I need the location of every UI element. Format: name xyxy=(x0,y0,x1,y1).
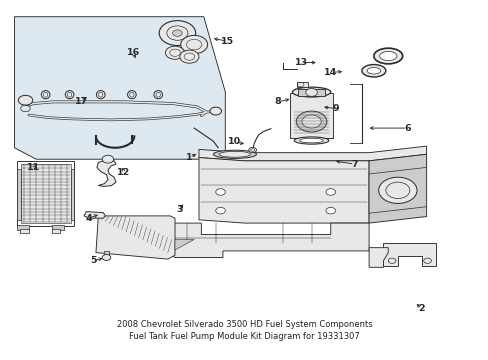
Ellipse shape xyxy=(373,48,402,64)
Circle shape xyxy=(209,107,221,115)
Circle shape xyxy=(302,115,321,128)
Circle shape xyxy=(248,147,256,153)
Circle shape xyxy=(378,177,416,203)
Bar xyxy=(52,225,64,230)
Ellipse shape xyxy=(219,151,250,157)
Text: 10: 10 xyxy=(228,138,241,147)
Bar xyxy=(20,164,70,223)
Polygon shape xyxy=(368,167,426,213)
Polygon shape xyxy=(84,212,105,218)
Text: 14: 14 xyxy=(324,68,337,77)
Circle shape xyxy=(159,21,195,45)
Ellipse shape xyxy=(41,91,50,99)
Text: 1: 1 xyxy=(186,153,192,162)
Circle shape xyxy=(102,255,111,260)
Ellipse shape xyxy=(292,87,330,97)
Bar xyxy=(297,82,307,87)
Bar xyxy=(17,161,74,226)
Polygon shape xyxy=(383,243,435,266)
Text: 17: 17 xyxy=(75,98,88,107)
Polygon shape xyxy=(368,154,426,223)
Circle shape xyxy=(180,50,199,63)
Ellipse shape xyxy=(366,67,380,74)
Circle shape xyxy=(181,35,207,54)
Circle shape xyxy=(215,189,225,195)
Circle shape xyxy=(18,95,33,105)
Bar xyxy=(52,229,61,233)
Ellipse shape xyxy=(299,138,323,143)
Ellipse shape xyxy=(213,150,256,158)
Text: 6: 6 xyxy=(403,123,410,132)
Circle shape xyxy=(102,155,113,163)
Circle shape xyxy=(172,30,182,36)
Ellipse shape xyxy=(127,91,136,99)
Polygon shape xyxy=(15,17,225,159)
Polygon shape xyxy=(96,216,175,259)
Circle shape xyxy=(305,89,317,96)
Bar xyxy=(104,251,109,257)
Polygon shape xyxy=(163,223,368,257)
Text: 16: 16 xyxy=(126,48,140,57)
Bar xyxy=(17,169,20,220)
Bar xyxy=(70,169,74,220)
Circle shape xyxy=(325,207,335,214)
Circle shape xyxy=(215,207,225,214)
Text: 4: 4 xyxy=(85,214,92,223)
Ellipse shape xyxy=(361,64,385,77)
Bar xyxy=(289,93,332,138)
Polygon shape xyxy=(368,248,387,267)
Text: 11: 11 xyxy=(27,163,40,172)
Text: 7: 7 xyxy=(351,159,357,168)
Polygon shape xyxy=(97,161,116,186)
Bar xyxy=(17,225,29,230)
Text: 8: 8 xyxy=(274,98,281,107)
Circle shape xyxy=(325,189,335,195)
Text: 2: 2 xyxy=(418,305,424,314)
Text: 2008 Chevrolet Silverado 3500 HD Fuel System Components
Fuel Tank Fuel Pump Modu: 2008 Chevrolet Silverado 3500 HD Fuel Sy… xyxy=(117,320,371,341)
Ellipse shape xyxy=(65,91,74,99)
Ellipse shape xyxy=(294,137,328,144)
Polygon shape xyxy=(199,146,426,161)
Ellipse shape xyxy=(379,51,396,60)
Polygon shape xyxy=(199,158,368,223)
Text: 12: 12 xyxy=(117,168,130,177)
Text: 13: 13 xyxy=(294,58,307,67)
Polygon shape xyxy=(175,239,194,250)
Bar xyxy=(298,89,325,96)
Circle shape xyxy=(296,111,326,132)
Text: 3: 3 xyxy=(176,206,183,215)
Circle shape xyxy=(165,46,184,59)
Text: 9: 9 xyxy=(331,104,338,113)
Ellipse shape xyxy=(154,91,162,99)
Text: 15: 15 xyxy=(221,37,234,46)
Ellipse shape xyxy=(96,91,105,99)
Text: 5: 5 xyxy=(90,256,97,265)
Ellipse shape xyxy=(299,89,323,95)
Bar xyxy=(20,229,29,233)
